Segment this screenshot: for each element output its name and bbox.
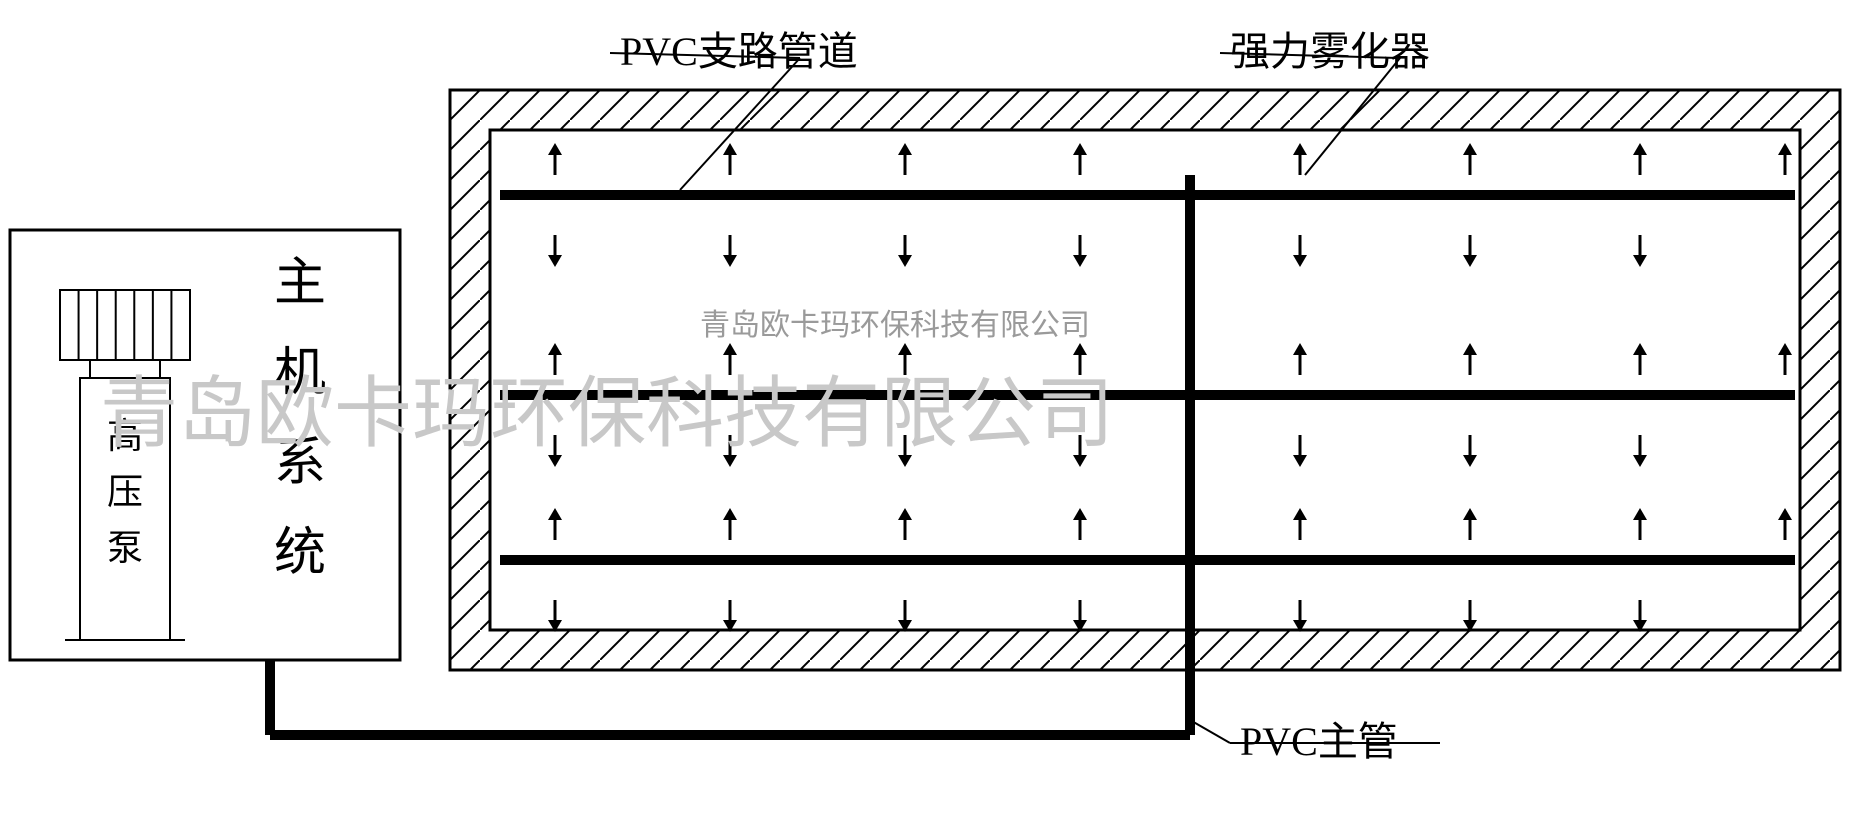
svg-text:强力雾化器: 强力雾化器 [1230,29,1430,74]
system-diagram: 高压泵主机系统PVC支路管道强力雾化器PVC主管青岛欧卡玛环保科技有限公司青岛欧… [0,0,1856,818]
svg-text:泵: 泵 [107,528,143,568]
svg-text:压: 压 [107,472,143,512]
svg-text:主: 主 [274,255,326,312]
svg-text:青岛欧卡玛环保科技有限公司: 青岛欧卡玛环保科技有限公司 [100,370,1114,457]
svg-text:统: 统 [274,525,326,582]
svg-text:PVC主管: PVC主管 [1240,719,1398,764]
svg-text:青岛欧卡玛环保科技有限公司: 青岛欧卡玛环保科技有限公司 [700,309,1090,342]
svg-text:PVC支路管道: PVC支路管道 [620,29,858,74]
